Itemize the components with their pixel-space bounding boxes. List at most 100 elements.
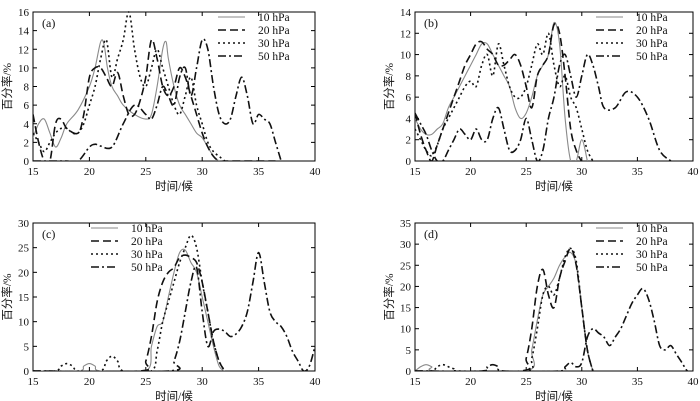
- plot-frame: [414, 11, 694, 162]
- legend-label: 50 hPa: [636, 262, 668, 274]
- x-tick-label: 30: [197, 376, 209, 388]
- y-tick-label: 8: [406, 71, 412, 83]
- legend-label: 50 hPa: [636, 51, 668, 63]
- x-axis-label: 时间/候: [535, 389, 573, 401]
- x-tick-label: 30: [576, 166, 588, 178]
- y-tick-label: 5: [24, 341, 30, 353]
- legend-label: 50 hPa: [258, 51, 290, 63]
- y-tick-label: 6: [406, 92, 412, 104]
- y-axis-label: 百分率/%: [0, 273, 14, 321]
- series-line-50-hpa: [415, 53, 672, 161]
- series-line-50-hpa: [33, 38, 282, 161]
- x-axis-label: 时间/候: [155, 389, 193, 401]
- chart-panel-1: 15 20 25 30 35 40 0 2 4 6 8 10 12 14 时间/候 百分率/% (b) 10 hP…: [382, 7, 699, 193]
- series-line-10-hpa: [415, 251, 594, 371]
- y-tick-label: 15: [18, 292, 30, 304]
- x-axis-label: 时间/候: [155, 179, 193, 193]
- legend-label: 10 hPa: [131, 223, 163, 235]
- x-tick-label: 25: [140, 166, 152, 178]
- x-tick-label: 40: [310, 166, 322, 178]
- series-group: [415, 247, 693, 371]
- x-tick-label: 40: [310, 376, 322, 388]
- y-tick-label: 30: [18, 218, 30, 230]
- y-tick-label: 5: [406, 345, 412, 357]
- x-tick-label: 40: [688, 166, 700, 178]
- series-line-20-hpa: [33, 38, 276, 161]
- legend-label: 20 hPa: [636, 25, 668, 37]
- chart-panel-2: 15 20 25 30 35 40 0 5 10 15 20 25 30 时间/候 百分率/% (c) 10 h…: [0, 218, 321, 401]
- panel-label: (b): [424, 16, 438, 30]
- y-tick-label: 10: [18, 317, 30, 329]
- y-tick-label: 2: [406, 135, 412, 147]
- x-tick-label: 30: [197, 166, 209, 178]
- y-tick-label: 20: [18, 267, 30, 279]
- x-tick-label: 30: [576, 376, 588, 388]
- x-tick-label: 20: [84, 166, 96, 178]
- x-tick-label: 20: [465, 376, 477, 388]
- series-line-20-hpa: [415, 22, 588, 161]
- y-tick-label: 25: [400, 260, 412, 272]
- y-tick-label: 14: [400, 7, 412, 19]
- legend-label: 10 hPa: [258, 12, 290, 24]
- y-tick-label: 0: [406, 366, 412, 378]
- legend-label: 20 hPa: [636, 236, 668, 248]
- x-tick-label: 25: [521, 166, 533, 178]
- legend-label: 30 hPa: [258, 38, 290, 50]
- series-line-30-hpa: [33, 11, 226, 161]
- x-tick-label: 15: [410, 376, 422, 388]
- y-axis-label: 百分率/%: [382, 62, 396, 110]
- y-tick-label: 6: [24, 100, 30, 112]
- y-tick-label: 0: [406, 156, 412, 168]
- x-tick-label: 20: [84, 376, 96, 388]
- x-tick-label: 20: [465, 166, 477, 178]
- y-axis-label: 百分率/%: [0, 62, 14, 110]
- y-tick-label: 0: [24, 156, 30, 168]
- series-line-30-hpa: [415, 32, 594, 161]
- y-tick-label: 25: [18, 243, 30, 255]
- x-tick-label: 35: [632, 376, 644, 388]
- x-tick-label: 15: [28, 376, 40, 388]
- y-tick-label: 12: [18, 44, 29, 56]
- x-tick-label: 15: [410, 166, 422, 178]
- legend-label: 30 hPa: [636, 249, 668, 261]
- panel-label: (c): [42, 227, 55, 241]
- y-tick-label: 10: [400, 50, 412, 62]
- y-tick-label: 8: [24, 82, 30, 94]
- y-tick-label: 15: [400, 303, 412, 315]
- y-tick-label: 20: [400, 281, 412, 293]
- y-tick-label: 4: [24, 119, 30, 131]
- legend-label: 30 hPa: [131, 249, 163, 261]
- series-line-20-hpa: [415, 247, 594, 371]
- series-line-10-hpa: [415, 21, 588, 161]
- x-tick-label: 25: [140, 376, 152, 388]
- y-tick-label: 12: [400, 28, 411, 40]
- legend-label: 10 hPa: [636, 12, 668, 24]
- y-tick-label: 35: [400, 218, 412, 230]
- y-tick-label: 30: [400, 239, 412, 251]
- x-tick-label: 25: [521, 376, 533, 388]
- series-group: [415, 21, 672, 161]
- x-tick-label: 40: [688, 376, 700, 388]
- series-line-10-hpa: [33, 39, 220, 161]
- legend-label: 10 hPa: [636, 223, 668, 235]
- chart-panel-0: 15 20 25 30 35 40 0 2 4 6 8 10 12 14 16 时间/候 百分率/% (a) 10 …: [0, 7, 321, 193]
- chart-panel-3: 15 20 25 30 35 40 0 5 10 15 20 25 30 35 时间/候 百分率/% (d) 10…: [382, 218, 699, 401]
- panel-label: (a): [42, 16, 55, 30]
- series-line-30-hpa: [415, 247, 594, 371]
- plot-frame: [32, 222, 316, 372]
- x-tick-label: 35: [253, 166, 265, 178]
- series-line-50-hpa: [33, 251, 315, 371]
- y-tick-label: 14: [18, 26, 30, 38]
- series-line-30-hpa: [33, 234, 226, 371]
- legend-label: 30 hPa: [636, 38, 668, 50]
- y-tick-label: 10: [18, 63, 30, 75]
- y-tick-label: 4: [406, 113, 412, 125]
- legend-label: 20 hPa: [131, 236, 163, 248]
- legend-label: 20 hPa: [258, 25, 290, 37]
- x-tick-label: 35: [632, 166, 644, 178]
- panel-label: (d): [424, 227, 438, 241]
